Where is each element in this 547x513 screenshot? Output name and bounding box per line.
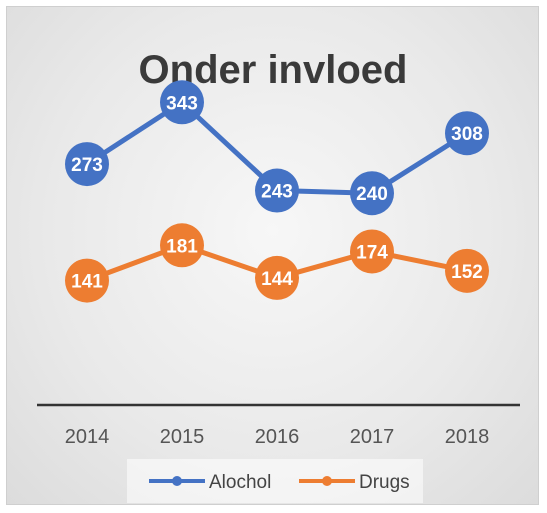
legend-label: Drugs: [359, 472, 410, 493]
legend-marker: [322, 476, 332, 486]
x-tick-label: 2017: [350, 426, 395, 448]
legend-item-alochol: Alochol: [149, 472, 271, 493]
x-tick-label: 2014: [65, 426, 110, 448]
data-label: 152: [451, 262, 483, 283]
data-label: 181: [166, 236, 198, 257]
data-label: 343: [166, 93, 198, 114]
data-point: [160, 223, 204, 268]
data-point: [160, 80, 204, 125]
data-point: [350, 229, 394, 274]
data-label: 240: [356, 184, 388, 205]
data-point: [65, 142, 109, 187]
data-point: [255, 255, 299, 300]
legend-item-drugs: Drugs: [299, 472, 410, 493]
data-point: [65, 258, 109, 303]
x-tick-label: 2016: [255, 426, 300, 448]
x-tick-label: 2015: [160, 426, 205, 448]
chart-frame: Onder invloed 273 343 243 240 308 141 181 144 17…: [6, 6, 539, 505]
legend-label: Alochol: [209, 472, 271, 493]
data-point: [445, 111, 489, 156]
series-layer: 273 343 243 240 308 141 181 144 174 152: [65, 80, 489, 303]
data-label: 174: [356, 242, 388, 263]
data-label: 308: [451, 124, 483, 145]
data-label: 144: [261, 269, 293, 290]
data-label: 141: [71, 272, 103, 293]
x-tick-label: 2018: [445, 426, 490, 448]
legend: Alochol Drugs: [127, 459, 423, 503]
legend-marker: [172, 476, 182, 486]
series-drugs: 141 181 144 174 152: [65, 223, 489, 303]
data-label: 243: [261, 182, 293, 203]
data-point: [350, 171, 394, 216]
data-label: 273: [71, 155, 103, 176]
data-point: [255, 168, 299, 213]
series-alochol: 273 343 243 240 308: [65, 80, 489, 216]
data-point: [445, 248, 489, 293]
x-tick-labels: 2014 2015 2016 2017 2018: [65, 426, 490, 448]
